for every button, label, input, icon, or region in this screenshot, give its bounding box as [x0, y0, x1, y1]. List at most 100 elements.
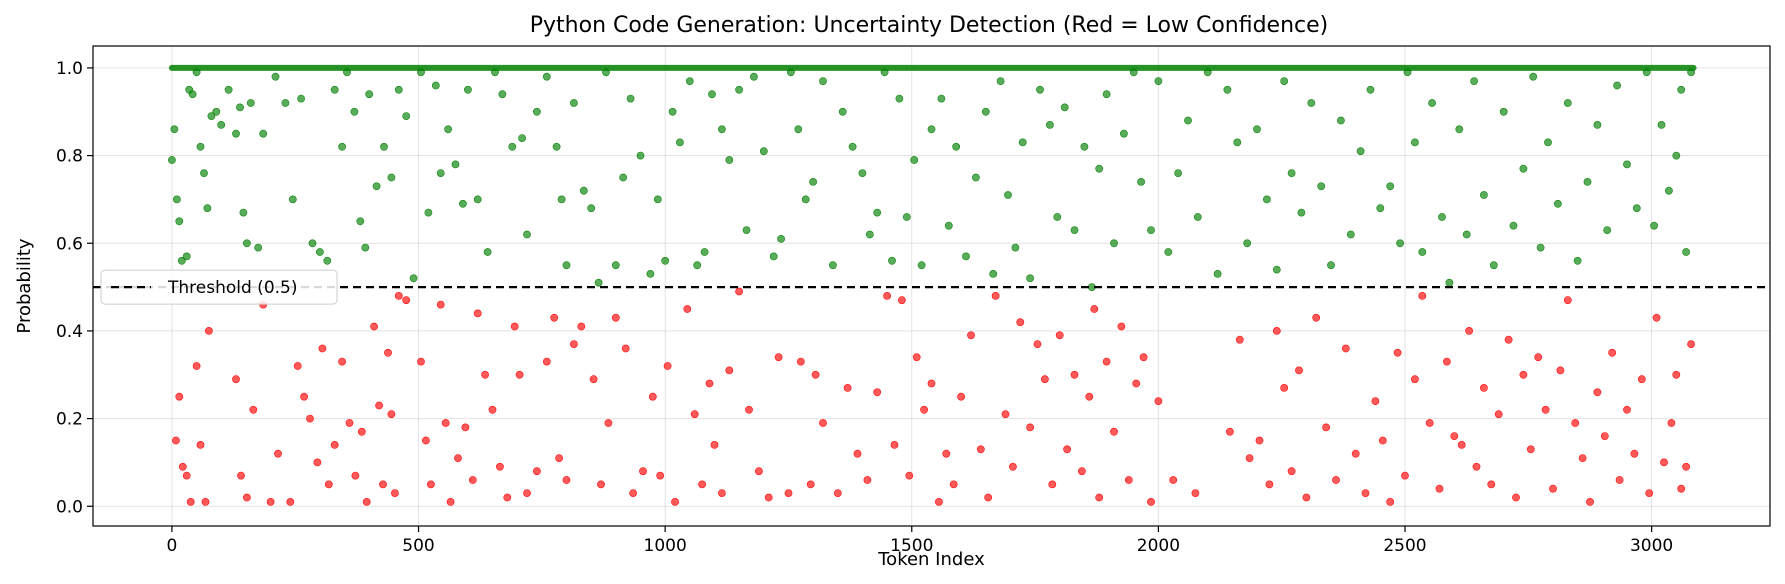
- high-confidence-point: [167, 156, 176, 164]
- low-confidence-point: [1110, 427, 1118, 436]
- low-confidence-point: [473, 309, 482, 318]
- y-tick-label: 0.6: [56, 234, 83, 254]
- high-confidence-point: [777, 234, 785, 243]
- low-confidence-point: [266, 497, 275, 506]
- high-confidence-point: [1337, 116, 1345, 125]
- high-confidence-point: [323, 256, 332, 265]
- low-confidence-point: [402, 296, 411, 305]
- low-confidence-point: [784, 489, 793, 497]
- low-confidence-point: [1667, 419, 1676, 427]
- low-confidence-point: [196, 440, 205, 449]
- high-confidence-point: [996, 77, 1005, 85]
- high-confidence-point: [380, 142, 388, 151]
- low-confidence-point: [1085, 392, 1094, 401]
- high-confidence-point: [962, 252, 970, 261]
- low-confidence-point: [362, 497, 371, 506]
- high-confidence-point: [217, 121, 226, 129]
- low-confidence-point: [705, 379, 714, 388]
- low-confidence-point: [1191, 489, 1200, 497]
- low-confidence-point: [577, 322, 586, 331]
- high-confidence-point: [1307, 99, 1316, 107]
- y-tick-label: 0.4: [56, 322, 83, 342]
- y-tick-label: 0.2: [56, 410, 83, 430]
- low-confidence-point: [1526, 445, 1535, 454]
- high-confidence-point: [1174, 169, 1182, 177]
- low-confidence-point: [178, 462, 187, 471]
- low-confidence-point: [1549, 484, 1557, 493]
- low-confidence-point: [421, 436, 430, 445]
- high-confidence-point: [1411, 138, 1419, 147]
- high-confidence-point: [838, 107, 847, 116]
- low-confidence-point: [1687, 340, 1695, 348]
- high-confidence-point: [394, 85, 403, 94]
- low-confidence-point: [1534, 353, 1543, 362]
- low-confidence-point: [967, 331, 975, 340]
- low-confidence-point: [811, 370, 820, 379]
- high-confidence-point: [402, 112, 411, 120]
- low-confidence-point: [1226, 427, 1234, 436]
- low-confidence-point: [890, 440, 899, 449]
- high-confidence-point: [177, 256, 186, 265]
- high-confidence-point: [350, 107, 359, 116]
- high-confidence-point: [224, 85, 233, 94]
- high-confidence-point: [1080, 142, 1089, 151]
- low-confidence-point: [1095, 493, 1104, 502]
- low-confidence-point: [446, 497, 455, 506]
- low-confidence-point: [171, 436, 180, 445]
- high-confidence-point: [989, 269, 998, 278]
- low-confidence-point: [318, 344, 327, 353]
- low-confidence-point: [1041, 375, 1049, 384]
- high-confidence-point: [1193, 213, 1202, 221]
- high-confidence-point: [661, 256, 670, 265]
- high-confidence-point: [1489, 261, 1498, 270]
- low-confidence-point: [1487, 480, 1496, 489]
- low-confidence-point: [920, 405, 928, 414]
- low-confidence-point: [182, 471, 191, 480]
- low-confidence-point: [942, 449, 951, 458]
- high-confidence-point: [409, 274, 418, 283]
- high-confidence-point: [498, 90, 507, 99]
- low-confidence-point: [1351, 449, 1360, 458]
- low-confidence-point: [1245, 454, 1254, 462]
- high-confidence-point: [1110, 239, 1118, 248]
- high-confidence-point: [636, 151, 645, 160]
- low-confidence-point: [1457, 440, 1466, 449]
- high-confidence-point: [361, 243, 370, 252]
- low-confidence-point: [1124, 476, 1133, 484]
- high-confidence-point: [207, 112, 216, 120]
- low-confidence-point: [515, 370, 524, 379]
- low-confidence-point: [663, 362, 672, 370]
- low-confidence-point: [1265, 480, 1274, 489]
- low-confidence-point: [1009, 462, 1017, 471]
- x-tick-label: 1000: [644, 536, 687, 556]
- low-confidence-point: [639, 467, 647, 476]
- low-confidence-point: [1645, 489, 1654, 497]
- high-confidence-point: [1223, 85, 1232, 94]
- low-confidence-point: [648, 392, 657, 401]
- low-confidence-point: [357, 427, 366, 436]
- high-confidence-point: [436, 169, 445, 177]
- high-confidence-point: [587, 204, 596, 213]
- high-confidence-point: [1356, 147, 1365, 156]
- low-confidence-point: [991, 291, 1000, 300]
- high-confidence-point: [1272, 265, 1281, 274]
- low-confidence-point: [1132, 379, 1141, 388]
- low-confidence-point: [1312, 313, 1321, 322]
- low-confidence-point: [1169, 476, 1178, 484]
- low-confidence-point: [935, 497, 943, 506]
- low-confidence-point: [764, 493, 773, 502]
- high-confidence-point: [1462, 230, 1471, 239]
- high-confidence-point: [196, 142, 205, 151]
- low-confidence-point: [1480, 383, 1488, 392]
- high-confidence-point: [458, 199, 467, 208]
- high-confidence-point: [693, 261, 702, 270]
- low-confidence-point: [1033, 340, 1042, 348]
- high-confidence-point: [1053, 213, 1062, 221]
- high-confidence-point: [1593, 121, 1602, 129]
- high-confidence-point: [794, 125, 803, 134]
- low-confidence-point: [394, 291, 403, 300]
- high-confidence-point: [1297, 208, 1306, 217]
- high-confidence-point: [952, 142, 961, 151]
- low-confidence-point: [853, 449, 862, 458]
- low-confidence-point: [833, 489, 842, 497]
